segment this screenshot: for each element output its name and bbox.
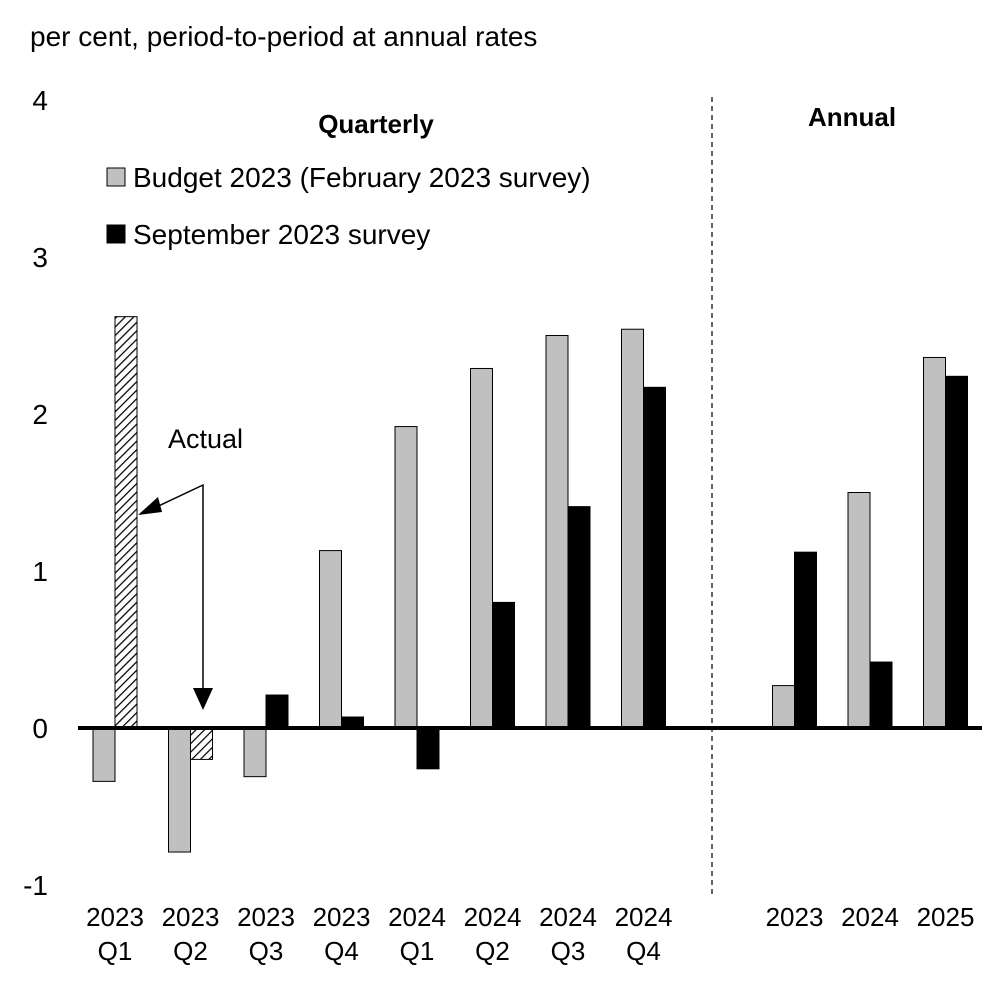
legend-swatch <box>106 224 126 244</box>
legend-label: Budget 2023 (February 2023 survey) <box>133 162 591 193</box>
section-label: Quarterly <box>318 109 434 139</box>
arrowhead <box>193 688 213 710</box>
bar <box>470 367 493 729</box>
x-tick-label: 2024 <box>841 902 899 932</box>
bar <box>92 727 116 782</box>
x-tick-label: 2023 Q4 <box>312 902 371 966</box>
y-axis-label: per cent, period-to-period at annual rat… <box>30 21 537 52</box>
y-tick-label: 2 <box>32 399 48 430</box>
y-tick-label: -1 <box>23 870 48 901</box>
x-tick-label: 2024 Q3 <box>539 902 597 966</box>
bar <box>265 694 289 729</box>
section-label: Annual <box>808 102 896 132</box>
bar <box>319 550 342 729</box>
bar <box>847 492 871 729</box>
legend-swatch <box>106 167 126 187</box>
bar <box>567 506 591 729</box>
x-tick-label: 2023 <box>765 902 824 932</box>
x-tick-label: 2023 Q3 <box>237 902 295 966</box>
x-tick-label: 2024 Q4 <box>614 902 673 966</box>
x-tick-label: 2023 Q2 <box>161 902 220 966</box>
bar <box>945 375 968 729</box>
annotation: Actual <box>168 424 243 454</box>
bar <box>794 551 817 729</box>
arrowhead <box>138 497 162 515</box>
bar <box>394 426 418 729</box>
x-tick-label: 2024 Q1 <box>388 902 446 966</box>
bar <box>545 335 569 729</box>
bar <box>114 316 138 729</box>
y-tick-label: 4 <box>32 85 48 116</box>
y-tick-label: 0 <box>32 713 48 744</box>
x-tick-label: 2024 Q2 <box>463 902 522 966</box>
y-tick-label: 1 <box>32 556 48 587</box>
bar <box>190 727 213 760</box>
bar <box>168 727 191 853</box>
bar <box>243 727 267 778</box>
bar <box>869 661 893 729</box>
x-tick-label: 2025 <box>916 902 975 932</box>
legend-label: September 2023 survey <box>133 219 430 250</box>
bar <box>621 328 644 729</box>
y-tick-label: 3 <box>32 242 48 273</box>
bar <box>923 356 946 729</box>
annotation-arrow <box>149 483 204 690</box>
bar <box>492 601 515 729</box>
bar <box>643 386 666 729</box>
bar <box>772 685 795 729</box>
bar <box>416 727 440 770</box>
x-tick-label: 2023 Q1 <box>86 902 144 966</box>
